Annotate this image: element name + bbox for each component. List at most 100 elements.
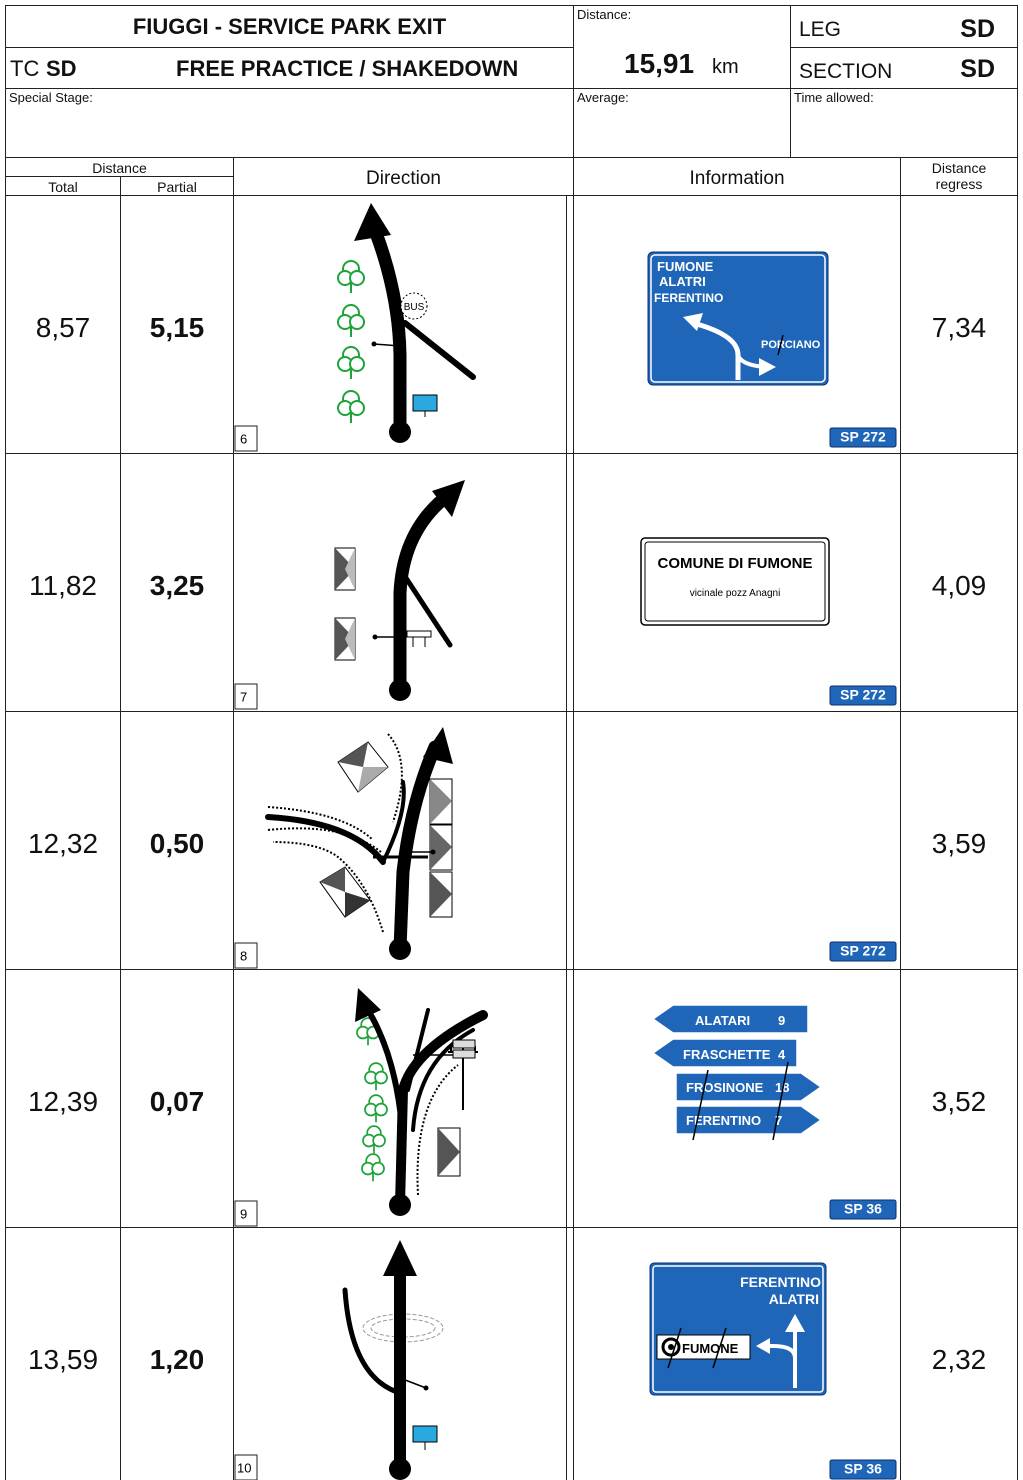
info-diagram: FERENTINO ALATRI FUMONE SP 36 xyxy=(573,1228,900,1480)
row-number: 7 xyxy=(240,689,247,704)
road-label: SP 272 xyxy=(840,429,886,445)
total-cell: 12,39 xyxy=(5,969,121,1228)
road-label: SP 36 xyxy=(844,1201,882,1217)
graphic xyxy=(358,767,388,792)
graphic: SP 36 xyxy=(830,1460,896,1479)
sign-text: ALATARI xyxy=(695,1013,750,1028)
partial-cell-text: 1,20 xyxy=(121,1344,233,1376)
graphic xyxy=(453,1050,475,1058)
total-cell: 12,32 xyxy=(5,711,121,970)
graphic xyxy=(641,538,829,625)
partial-header: Partial xyxy=(120,176,234,196)
direction-diagram: 7 xyxy=(233,453,566,711)
graphic xyxy=(362,1154,384,1181)
graphic xyxy=(350,357,364,371)
graphic xyxy=(373,1135,385,1147)
direction-diagram: BUS 6 xyxy=(233,195,566,453)
tc-label: TC xyxy=(10,56,39,82)
graphic xyxy=(424,1386,429,1391)
sign-text: 9 xyxy=(778,1013,785,1028)
partial-cell: 1,20 xyxy=(120,1227,234,1480)
graphic xyxy=(413,1426,437,1442)
graphic xyxy=(375,1104,387,1116)
regress-cell: 2,32 xyxy=(900,1227,1018,1480)
partial-cell-text: 5,15 xyxy=(121,312,233,344)
graphic xyxy=(389,421,411,443)
graphic xyxy=(268,817,383,862)
partial-cell-text: 3,25 xyxy=(121,570,233,602)
distance-unit: km xyxy=(712,56,739,79)
graphic xyxy=(338,391,364,423)
direction-diagram: 10 xyxy=(233,1228,566,1480)
section-box: SECTION SD xyxy=(790,47,1018,89)
direction-diagram: 9 xyxy=(233,970,566,1228)
info-diagram: COMUNE DI FUMONE vicinale pozz Anagni SP… xyxy=(573,453,900,711)
row-number: 10 xyxy=(237,1460,251,1475)
time-allowed-box: Time allowed: xyxy=(790,88,1018,158)
graphic xyxy=(372,342,377,347)
average-label: Average: xyxy=(577,90,629,105)
partial-cell-text: 0,50 xyxy=(121,828,233,860)
bus-label: BUS xyxy=(404,302,425,313)
sign-text: FERENTINO xyxy=(654,291,723,305)
graphic: SP 272 xyxy=(830,686,896,705)
regress-col: Distance xyxy=(901,160,1017,176)
information-col: Information xyxy=(574,168,900,190)
graphic xyxy=(355,988,381,1022)
sign-text: PORCIANO xyxy=(761,339,821,351)
direction-header: Direction xyxy=(233,157,574,196)
graphic xyxy=(354,203,391,241)
regress-cell-text: 3,52 xyxy=(901,1086,1017,1118)
sign-text: FUMONE xyxy=(657,259,714,274)
partial-cell-text: 0,07 xyxy=(121,1086,233,1118)
sign-text: 4 xyxy=(778,1047,786,1062)
distance-label: Distance: xyxy=(577,7,631,22)
road-label: SP 272 xyxy=(840,943,886,959)
road-label: SP 36 xyxy=(844,1461,882,1477)
graphic xyxy=(338,261,364,293)
graphic xyxy=(407,631,431,647)
info-diagram: FUMONE ALATRI FERENTINO PORCIANO SP 272 xyxy=(573,195,900,453)
regress-cell-text: 2,32 xyxy=(901,1344,1017,1376)
graphic: SP 272 xyxy=(830,428,896,447)
average-box: Average: xyxy=(573,88,791,158)
graphic xyxy=(453,1040,475,1048)
section-label: SECTION xyxy=(799,60,892,84)
graphic: SP 272 xyxy=(830,942,896,961)
partial-cell: 3,25 xyxy=(120,453,234,712)
leg-box: LEG SD xyxy=(790,5,1018,48)
direction-diagram: 8 xyxy=(233,712,566,970)
distance-box: Distance: 15,91 km xyxy=(573,5,791,89)
graphic xyxy=(365,1063,387,1090)
graphic xyxy=(383,1240,417,1276)
graphic xyxy=(350,401,364,415)
graphic xyxy=(400,493,451,690)
distance-header: Distance xyxy=(5,157,234,177)
graphic xyxy=(338,347,364,379)
graphic xyxy=(668,1344,674,1350)
regress-cell: 4,09 xyxy=(900,453,1018,712)
total-cell: 13,59 xyxy=(5,1227,121,1480)
special-stage-label: Special Stage: xyxy=(9,90,93,105)
total-cell-text: 11,82 xyxy=(6,570,120,602)
partial-col: Partial xyxy=(121,179,233,195)
leg-label: LEG xyxy=(799,18,841,42)
tc-value: SD xyxy=(46,56,77,82)
info-diagram: ALATARI 9 FRASCHETTE 4 FROSINONE 18 FERE… xyxy=(573,970,900,1228)
regress-cell-text: 3,59 xyxy=(901,828,1017,860)
road-label: SP 272 xyxy=(840,687,886,703)
total-cell-text: 12,39 xyxy=(6,1086,120,1118)
graphic xyxy=(376,233,400,432)
graphic: SP 36 xyxy=(830,1200,896,1219)
graphic xyxy=(363,1126,385,1153)
regress-cell: 3,52 xyxy=(900,969,1018,1228)
special-stage-box: Special Stage: xyxy=(5,88,574,158)
sign-text: FRASCHETTE xyxy=(683,1047,771,1062)
partial-cell: 0,07 xyxy=(120,969,234,1228)
graphic xyxy=(389,1458,411,1480)
graphic xyxy=(389,1194,411,1216)
graphic: 6 xyxy=(235,426,257,451)
graphic: 9 xyxy=(235,1201,257,1226)
total-cell-text: 8,57 xyxy=(6,312,120,344)
partial-cell: 5,15 xyxy=(120,195,234,454)
